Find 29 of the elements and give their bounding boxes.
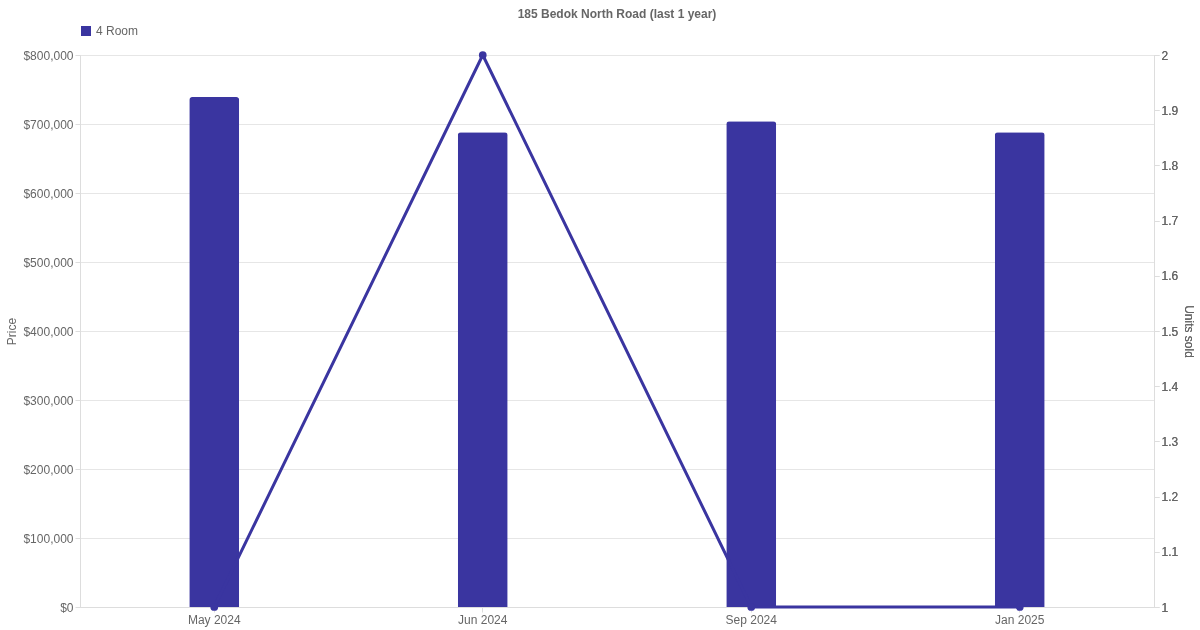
x-tick-label: Jun 2024 [458, 612, 508, 627]
y2-tick-label: 1.4 [1161, 379, 1179, 394]
y2-tick-label: 1.8 [1161, 158, 1179, 173]
y2-axis-title: Units sold [1182, 305, 1197, 358]
y-axis-title: Price [5, 317, 20, 346]
x-tick-label: Jan 2025 [995, 612, 1045, 627]
y2-tick-label: 1.6 [1161, 269, 1179, 284]
y-tick-label: $400,000 [23, 324, 74, 339]
y-tick-label: $600,000 [23, 186, 74, 201]
y-tick-label: $100,000 [23, 531, 74, 546]
y-tick-label: $800,000 [23, 48, 74, 63]
y2-tick-label: 1.9 [1161, 103, 1179, 118]
chart-title: 185 Bedok North Road (last 1 year) [517, 7, 717, 21]
y2-tick-label: 1.3 [1161, 434, 1179, 449]
x-tick-label: Sep 2024 [725, 612, 778, 627]
y-tick-label: $200,000 [23, 462, 74, 477]
y2-tick-label: 2 [1161, 48, 1169, 63]
y2-tick-label: 1 [1161, 600, 1169, 615]
bar [457, 132, 508, 607]
y2-tick-label: 1.2 [1161, 490, 1179, 505]
legend-label: 4 Room [96, 24, 139, 38]
y-tick-label: $500,000 [23, 255, 74, 270]
x-tick-label: May 2024 [187, 612, 241, 627]
y2-tick-label: 1.5 [1161, 324, 1179, 339]
y2-tick-label: 1.7 [1161, 214, 1179, 229]
y-tick-label: $700,000 [23, 117, 74, 132]
y-tick-label: $0 [60, 600, 74, 615]
y-tick-label: $300,000 [23, 393, 74, 408]
y2-tick-label: 1.1 [1161, 545, 1179, 560]
